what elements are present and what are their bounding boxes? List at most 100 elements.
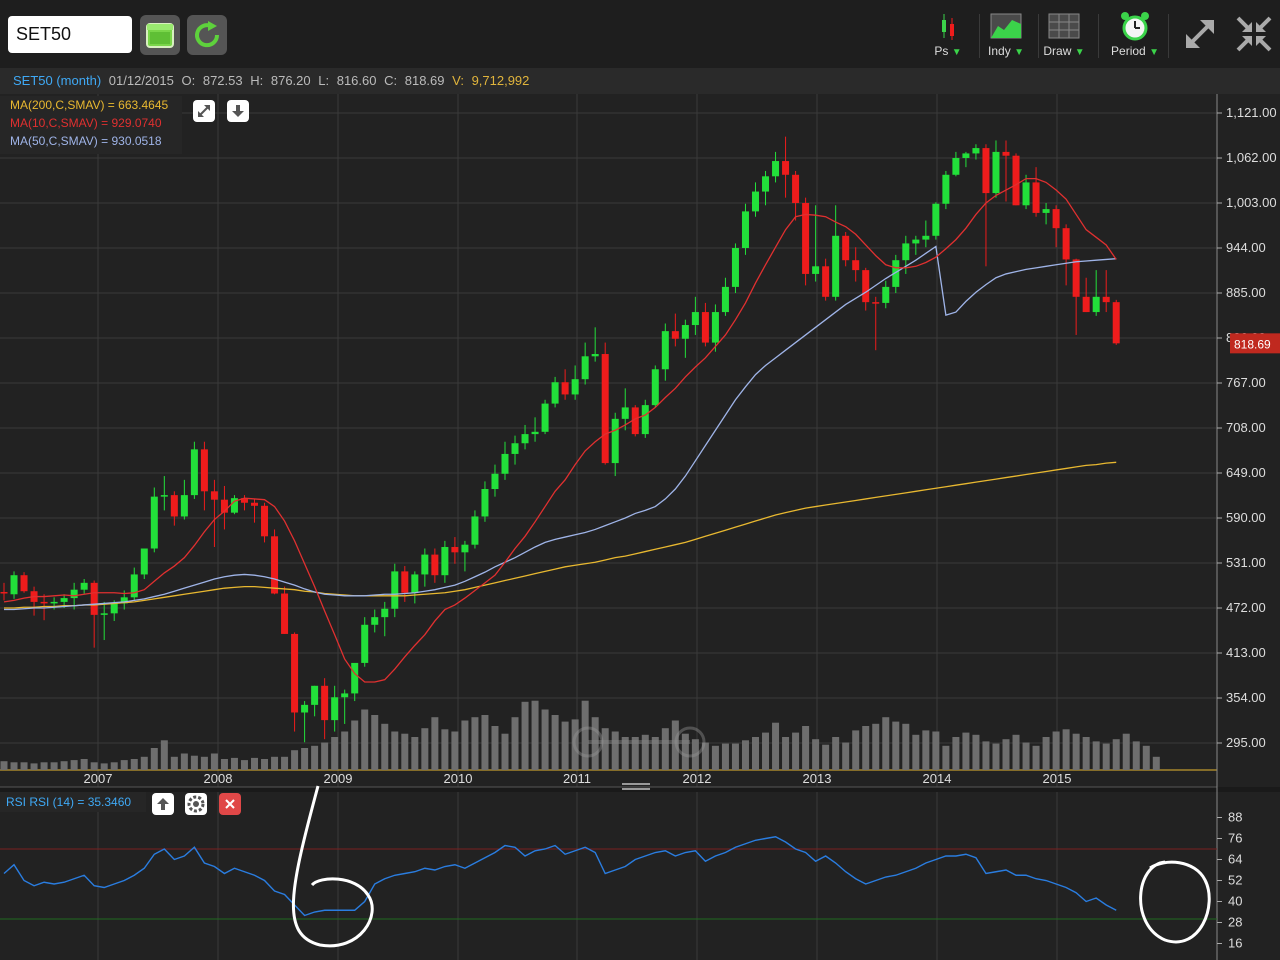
volume-bar <box>972 734 980 770</box>
volume-bar <box>501 733 509 770</box>
volume-bar <box>271 756 279 770</box>
volume-bar <box>1122 733 1130 770</box>
candle-body <box>992 151 1000 194</box>
volume-bar <box>431 717 439 770</box>
volume-bar <box>461 720 469 770</box>
price-tick-label: 708.00 <box>1226 420 1266 435</box>
indy-menu-label: Indy <box>988 44 1011 58</box>
toolbar-divider <box>1098 14 1099 58</box>
candle-body <box>1102 296 1110 303</box>
annotations <box>292 785 1211 948</box>
volume-bar <box>491 726 499 770</box>
volume-bar <box>1052 731 1060 770</box>
candle-body <box>261 505 269 537</box>
move-down-button[interactable] <box>227 100 249 122</box>
price-tick-label: 1,121.00 <box>1226 105 1277 120</box>
candle-body <box>301 704 309 713</box>
candle-body <box>120 597 128 604</box>
candle-body <box>1022 182 1030 206</box>
candle-body <box>982 148 990 194</box>
volume-bar <box>261 759 269 770</box>
open-label: O: <box>181 73 196 88</box>
ps-menu-button[interactable]: Ps ▼ <box>920 8 976 62</box>
price-tick-label: 944.00 <box>1226 240 1266 255</box>
volume-bar <box>421 728 429 770</box>
close-label: C: <box>384 73 398 88</box>
ma10-legend: MA(10,C,SMAV) = 929.0740 <box>10 116 162 130</box>
candle-body <box>792 174 800 203</box>
chart-grid: 2007 2008 2009 2010 2011 2012 2013 2014 2015 <box>0 94 1280 960</box>
fullscreen-button[interactable] <box>193 100 215 122</box>
expand-icon[interactable] <box>1180 14 1220 54</box>
volume-bar <box>922 730 930 770</box>
year-label: 2009 <box>324 771 353 786</box>
volume-bar <box>120 760 128 770</box>
candle-body <box>521 434 529 444</box>
volume-bar <box>441 729 449 770</box>
volume-bar <box>130 759 138 770</box>
refresh-button[interactable] <box>187 15 227 55</box>
year-label: 2010 <box>444 771 473 786</box>
symbol-input[interactable]: SET50 <box>8 16 132 53</box>
volume-bar <box>942 745 950 770</box>
candle-body <box>110 603 118 614</box>
series-name: SET50 (month) <box>13 73 102 88</box>
calendar-button[interactable] <box>140 15 180 55</box>
price-tick-label: 295.00 <box>1226 735 1266 750</box>
draw-menu-button[interactable]: Draw ▼ <box>1036 8 1092 62</box>
rsi-tick-label: 64 <box>1228 852 1242 867</box>
volume-bar <box>411 737 419 770</box>
volume-bar <box>621 737 629 770</box>
ma50-line <box>4 245 1117 611</box>
candle-body <box>341 693 349 698</box>
collapse-icon[interactable] <box>1234 14 1274 54</box>
price-chart[interactable]: 2007 2008 2009 2010 2011 2012 2013 2014 2015 88 7… <box>0 94 1280 960</box>
rsi-line <box>3 836 1117 917</box>
candle-body <box>60 598 68 602</box>
volume-bar <box>10 762 18 770</box>
candle-body <box>1012 155 1020 206</box>
year-label: 2013 <box>803 771 832 786</box>
candle-body <box>130 574 138 598</box>
move-up-button[interactable] <box>152 793 174 815</box>
indy-menu-button[interactable]: Indy ▼ <box>978 8 1034 62</box>
volume-bar <box>1152 756 1160 770</box>
candle-body <box>762 176 770 192</box>
candle-body <box>581 356 589 380</box>
candle-body <box>561 382 569 395</box>
year-label: 2011 <box>563 771 591 786</box>
volume-bar <box>731 743 739 770</box>
candle-body <box>210 491 218 500</box>
rsi-close-button[interactable] <box>219 793 241 815</box>
volume-bar <box>521 701 529 770</box>
volume-bar <box>741 740 749 770</box>
rsi-settings-button[interactable] <box>185 793 207 815</box>
candle-body <box>812 266 820 274</box>
rsi-legend: RSI RSI (14) = 35.3460 <box>0 792 146 812</box>
volume-bar <box>802 726 810 770</box>
volume-bar <box>1032 745 1040 770</box>
high-label: H: <box>250 73 264 88</box>
volume-bar <box>641 734 649 770</box>
candle-body <box>491 473 499 490</box>
volume-bar <box>160 740 168 770</box>
volume-bar <box>311 745 319 770</box>
calendar-icon <box>146 23 174 48</box>
candle-body <box>401 571 409 593</box>
candle-body <box>200 449 208 492</box>
rsi-tick-label: 16 <box>1228 936 1242 951</box>
candle-body <box>1092 296 1100 313</box>
volume-bar <box>962 732 970 770</box>
candle-body <box>802 203 810 274</box>
candle-body <box>721 286 729 313</box>
period-menu-button[interactable]: Period ▼ <box>1104 8 1166 62</box>
chevron-down-icon: ▼ <box>1149 47 1159 58</box>
volume-bar <box>691 739 699 770</box>
arrow-down-icon <box>232 105 244 117</box>
volume-bar <box>651 737 659 770</box>
volume-bar <box>902 723 910 770</box>
volume-label: V: <box>452 73 464 88</box>
candle-body <box>962 153 970 158</box>
volume-bar <box>982 741 990 770</box>
candle-body <box>240 498 248 503</box>
